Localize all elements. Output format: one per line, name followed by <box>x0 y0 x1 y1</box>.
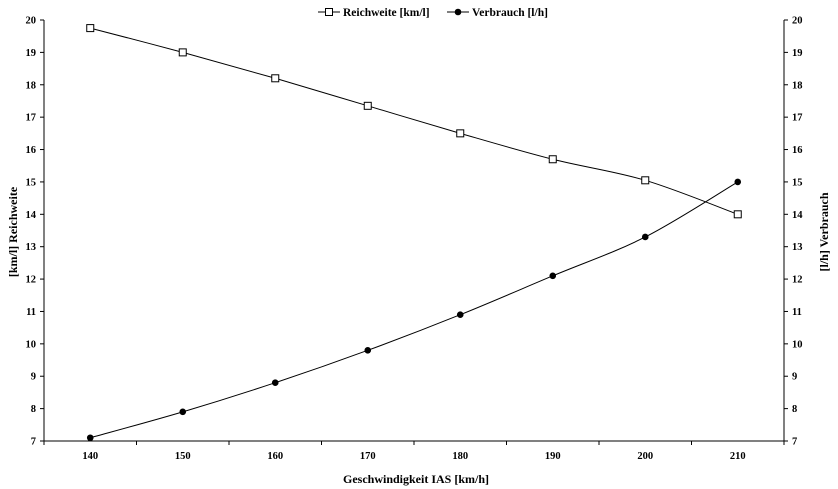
y-tick-label-right: 18 <box>792 80 803 91</box>
y-tick-label-right: 20 <box>792 16 803 27</box>
x-tick-label: 180 <box>452 451 468 462</box>
y-tick-label-right: 8 <box>792 404 797 415</box>
y-tick-label-right: 15 <box>792 177 803 188</box>
data-point-verbrauch <box>641 233 649 241</box>
y-tick-label-left: 18 <box>26 80 37 91</box>
data-point-verbrauch <box>271 379 279 387</box>
legend-marker-verbrauch <box>454 8 462 16</box>
x-tick-label: 150 <box>175 451 191 462</box>
y-tick-label-left: 7 <box>31 437 36 448</box>
data-point-verbrauch <box>364 347 372 354</box>
y-tick-label-right: 14 <box>792 210 803 221</box>
x-axis-title: Geschwindigkeit IAS [km/h] <box>343 472 489 486</box>
x-tick-label: 140 <box>82 451 98 462</box>
y-tick-label-left: 10 <box>26 339 37 350</box>
y-tick-label-right: 16 <box>792 145 803 156</box>
data-point-reichweite <box>271 74 280 83</box>
data-point-reichweite <box>641 176 650 185</box>
y-axis-right-title: [l/h] Verbrauch <box>817 192 831 271</box>
legend-marker-reichweite <box>325 8 333 16</box>
y-tick-label-left: 20 <box>26 16 37 27</box>
x-tick-label: 160 <box>267 451 283 462</box>
data-point-verbrauch <box>86 434 94 442</box>
ticks: 7 7 8 8 9 9 10 10 11 11 12 12 13 13 14 14 15 15 16 16 17 17 18… <box>26 16 804 463</box>
y-tick-label-left: 11 <box>26 307 36 318</box>
data-point-verbrauch <box>549 272 557 280</box>
y-tick-label-left: 15 <box>26 177 37 188</box>
data-point-reichweite <box>363 101 372 110</box>
y-tick-label-right: 7 <box>792 437 797 448</box>
x-tick-label: 170 <box>360 451 376 462</box>
y-tick-label-left: 14 <box>26 210 37 221</box>
y-tick-label-left: 9 <box>31 372 36 383</box>
data-point-verbrauch <box>734 178 742 186</box>
x-tick-label: 210 <box>730 451 746 462</box>
data-point-verbrauch <box>179 408 187 416</box>
y-tick-label-right: 13 <box>792 242 803 253</box>
y-tick-label-right: 9 <box>792 372 797 383</box>
y-tick-label-left: 12 <box>26 275 37 286</box>
series-line-verbrauch <box>90 181 739 439</box>
data-point-reichweite <box>86 24 95 33</box>
y-tick-label-right: 11 <box>792 307 802 318</box>
x-tick-label: 190 <box>545 451 561 462</box>
data-point-verbrauch <box>456 311 464 319</box>
data-point-reichweite <box>456 129 465 138</box>
y-tick-label-left: 16 <box>26 145 37 156</box>
y-tick-label-left: 13 <box>26 242 37 253</box>
y-tick-label-right: 17 <box>792 113 803 124</box>
y-tick-label-right: 10 <box>792 339 803 350</box>
y-tick-label-left: 8 <box>31 404 36 415</box>
legend-label-reichweite: Reichweite [km/l] <box>343 7 430 19</box>
y-tick-label-right: 19 <box>792 48 803 59</box>
data-point-reichweite <box>178 48 187 57</box>
y-tick-label-left: 17 <box>26 113 37 124</box>
legend: Reichweite [km/l] Verbrauch [l/h] <box>318 7 548 19</box>
data-point-reichweite <box>548 155 557 164</box>
x-tick-label: 200 <box>637 451 653 462</box>
legend-label-verbrauch: Verbrauch [l/h] <box>472 7 548 19</box>
data-point-reichweite <box>733 210 742 219</box>
axes <box>43 20 785 442</box>
y-axis-left-title: [km/l] Reichweite <box>6 186 20 277</box>
y-tick-label-right: 12 <box>792 275 803 286</box>
y-tick-label-left: 19 <box>26 48 37 59</box>
series-line-reichweite <box>90 27 738 215</box>
series <box>86 24 742 442</box>
